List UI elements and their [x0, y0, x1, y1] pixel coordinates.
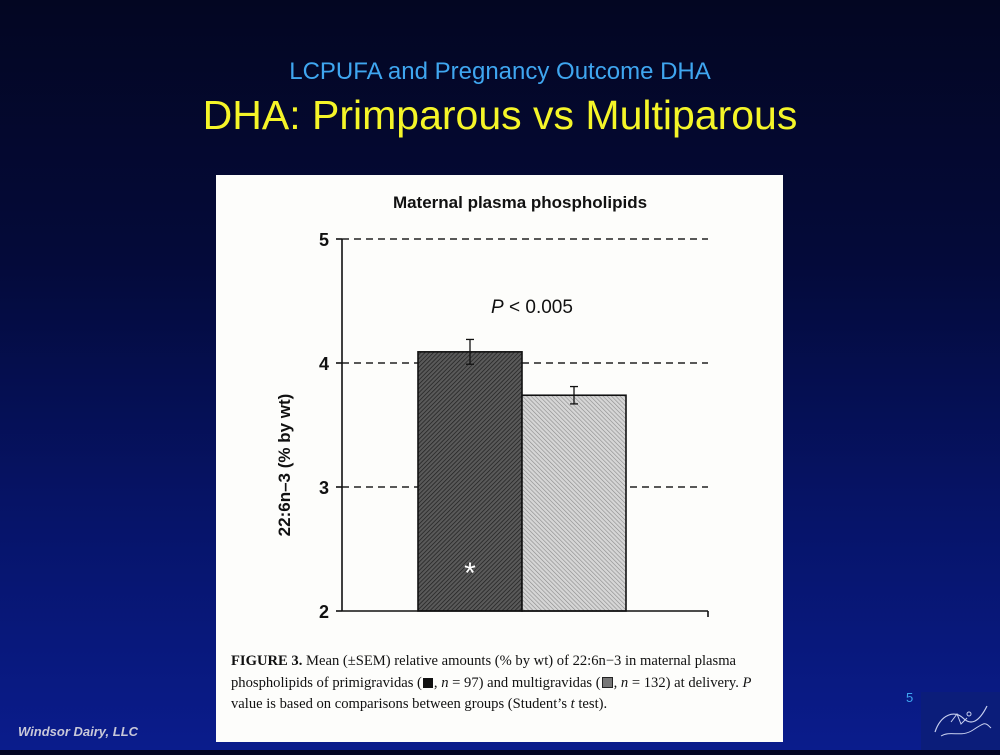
p-value-annotation: P < 0.005	[491, 297, 573, 318]
caption-text-6: value is based on comparisons between gr…	[231, 696, 571, 712]
logo	[921, 692, 1000, 750]
caption-text-2: ,	[433, 674, 442, 691]
chart-title: Maternal plasma phospholipids	[393, 193, 647, 212]
gray-square-legend-icon	[601, 676, 613, 688]
caption-t: t	[570, 696, 575, 712]
figure-caption: FIGURE 3. Mean (±SEM) relative amounts (…	[231, 651, 771, 716]
slide-subtitle: LCPUFA and Pregnancy Outcome DHA	[289, 58, 711, 85]
y-axis-label: 22:6n–3 (% by wt)	[275, 394, 294, 537]
caption-text-5: = 132) at delivery.	[628, 674, 743, 691]
caption-text-3: = 97) and multi­gravidas (	[448, 674, 601, 691]
dark-square-legend-icon	[422, 677, 433, 688]
p-value-symbol: P	[491, 297, 504, 318]
bar-primigravidas	[417, 351, 523, 612]
caption-text-1: Mean (±SEM) relative amounts (% by wt) o…	[231, 653, 737, 691]
y-tick-label-4: 4	[319, 354, 329, 374]
slide-title: DHA: Primparous vs Multiparous	[202, 92, 798, 138]
logo-sketch-icon	[934, 705, 992, 737]
caption-text-4: ,	[613, 674, 621, 691]
significance-asterisk: *	[464, 557, 476, 590]
y-tick-label-5: 5	[319, 230, 329, 250]
caption-n-2: n	[620, 674, 629, 691]
caption-n-1: n	[441, 674, 449, 691]
caption-label: FIGURE 3.	[231, 653, 303, 669]
y-tick-label-2: 2	[319, 602, 329, 622]
page-number: 5	[906, 690, 914, 705]
bar-multigravidas	[521, 394, 627, 612]
y-tick-label-3: 3	[319, 478, 329, 498]
footer-company: Windsor Dairy, LLC	[18, 724, 139, 739]
p-value-rest: < 0.005	[504, 297, 573, 318]
caption-text-7: test).	[574, 696, 608, 712]
figure-panel: Maternal plasma phospholipids * 2 3 4 5 22:…	[216, 175, 783, 742]
caption-p: P	[742, 674, 752, 691]
chart: Maternal plasma phospholipids * 2 3 4 5 22:…	[275, 193, 709, 622]
